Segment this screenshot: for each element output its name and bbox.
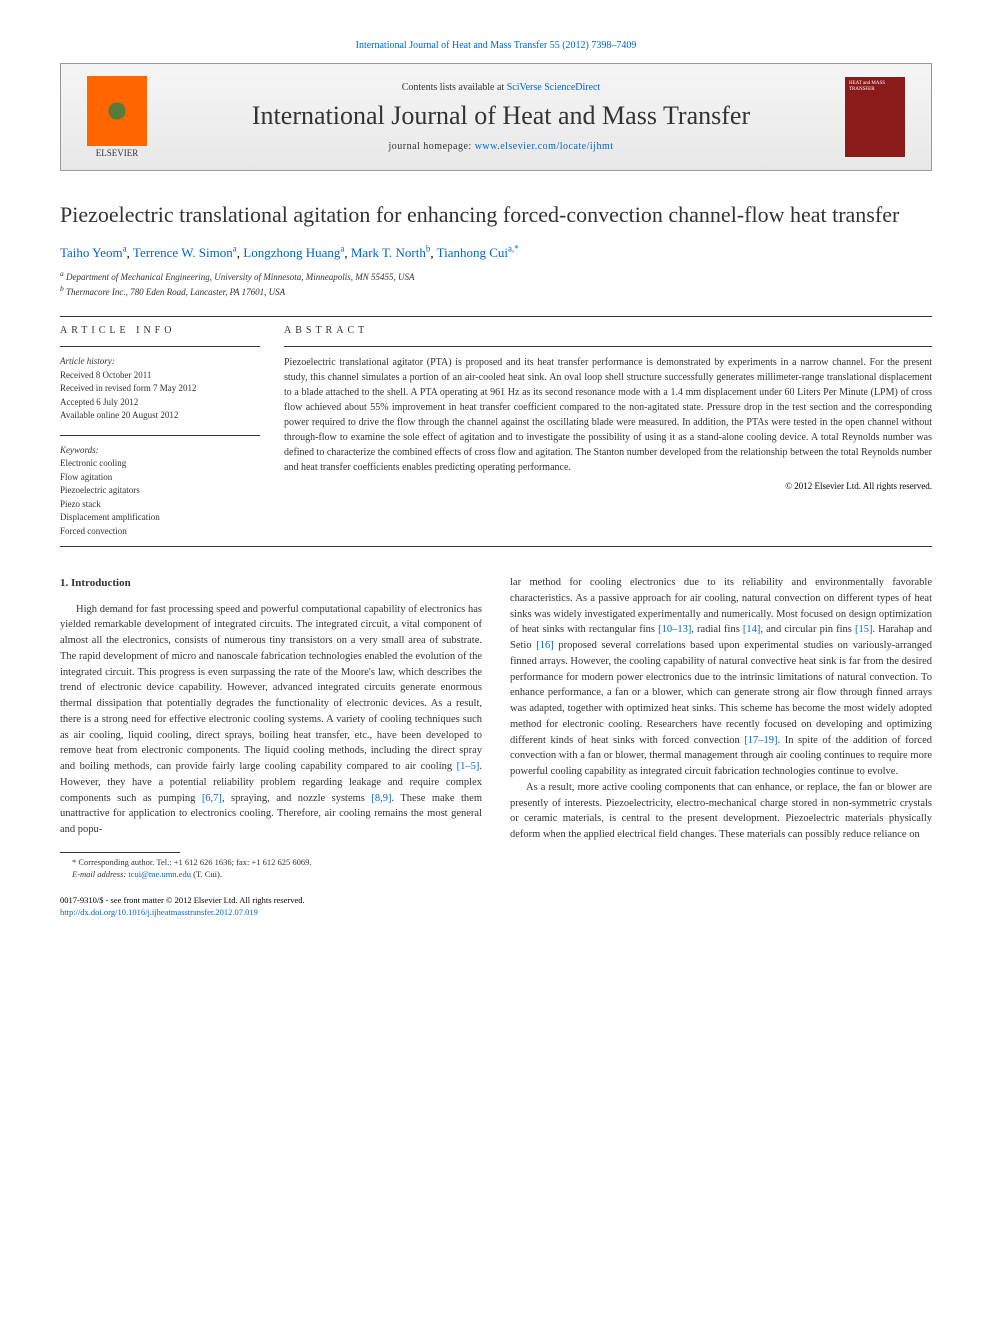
article-title: Piezoelectric translational agitation fo… bbox=[60, 201, 932, 230]
divider-top bbox=[60, 316, 932, 317]
author-0: Taiho Yeoma bbox=[60, 245, 127, 260]
journal-banner: ELSEVIER Contents lists available at Sci… bbox=[60, 63, 932, 171]
corr-line: * Corresponding author. Tel.: +1 612 626… bbox=[60, 857, 482, 869]
intro-paragraph-2: As a result, more active cooling compone… bbox=[510, 780, 932, 843]
keyword-3: Piezo stack bbox=[60, 498, 260, 512]
history-2: Accepted 6 July 2012 bbox=[60, 396, 260, 410]
author-2-sup: a bbox=[340, 244, 344, 254]
footer: 0017-9310/$ - see front matter © 2012 El… bbox=[60, 895, 932, 919]
author-3: Mark T. Northb bbox=[351, 245, 430, 260]
homepage-link[interactable]: www.elsevier.com/locate/ijhmt bbox=[475, 141, 614, 152]
info-divider bbox=[60, 346, 260, 347]
article-info-column: ARTICLE INFO Article history: Received 8… bbox=[60, 325, 260, 538]
email-line: E-mail address: tcui@me.umn.edu (T. Cui)… bbox=[60, 869, 482, 881]
affiliation-a: a Department of Mechanical Engineering, … bbox=[60, 269, 932, 284]
keyword-4: Displacement amplification bbox=[60, 511, 260, 525]
column-right: lar method for cooling electronics due t… bbox=[510, 575, 932, 881]
homepage-prefix: journal homepage: bbox=[388, 141, 474, 152]
abstract-column: ABSTRACT Piezoelectric translational agi… bbox=[284, 325, 932, 538]
page-container: International Journal of Heat and Mass T… bbox=[0, 0, 992, 958]
keyword-0: Electronic cooling bbox=[60, 457, 260, 471]
publisher-name: ELSEVIER bbox=[96, 148, 139, 158]
history-1: Received in revised form 7 May 2012 bbox=[60, 382, 260, 396]
homepage-line: journal homepage: www.elsevier.com/locat… bbox=[157, 141, 845, 152]
corresponding-author-footnote: * Corresponding author. Tel.: +1 612 626… bbox=[60, 857, 482, 881]
banner-left: ELSEVIER bbox=[77, 76, 157, 158]
section-1-title: 1. Introduction bbox=[60, 575, 482, 592]
author-3-sup: b bbox=[426, 244, 431, 254]
article-info-header: ARTICLE INFO bbox=[60, 325, 260, 336]
info-abstract-row: ARTICLE INFO Article history: Received 8… bbox=[60, 325, 932, 538]
citation-link[interactable]: International Journal of Heat and Mass T… bbox=[356, 40, 637, 51]
author-0-link[interactable]: Taiho Yeom bbox=[60, 245, 123, 260]
banner-center: Contents lists available at SciVerse Sci… bbox=[157, 82, 845, 152]
divider-bottom bbox=[60, 546, 932, 547]
citation-header: International Journal of Heat and Mass T… bbox=[60, 40, 932, 51]
affiliations: a Department of Mechanical Engineering, … bbox=[60, 269, 932, 298]
ref-6-7[interactable]: [6,7] bbox=[202, 793, 222, 804]
body-columns: 1. Introduction High demand for fast pro… bbox=[60, 575, 932, 881]
author-4-link[interactable]: Tianhong Cui bbox=[437, 245, 508, 260]
footer-copyright: 0017-9310/$ - see front matter © 2012 El… bbox=[60, 895, 932, 907]
keywords-divider bbox=[60, 435, 260, 436]
ref-10-13[interactable]: [10–13] bbox=[658, 624, 691, 635]
keyword-2: Piezoelectric agitators bbox=[60, 484, 260, 498]
ref-16[interactable]: [16] bbox=[536, 640, 554, 651]
history-0: Received 8 October 2011 bbox=[60, 369, 260, 383]
sciencedirect-link[interactable]: SciVerse ScienceDirect bbox=[507, 82, 601, 93]
ref-1-5[interactable]: [1–5] bbox=[457, 761, 480, 772]
article-history-block: Article history: Received 8 October 2011… bbox=[60, 355, 260, 423]
author-3-link[interactable]: Mark T. North bbox=[351, 245, 426, 260]
abstract-header: ABSTRACT bbox=[284, 325, 932, 336]
ref-17-19[interactable]: [17–19] bbox=[744, 735, 777, 746]
contents-line: Contents lists available at SciVerse Sci… bbox=[157, 82, 845, 93]
author-1-link[interactable]: Terrence W. Simon bbox=[133, 245, 233, 260]
footnote-separator bbox=[60, 852, 180, 853]
history-3: Available online 20 August 2012 bbox=[60, 409, 260, 423]
author-2-link[interactable]: Longzhong Huang bbox=[243, 245, 340, 260]
author-1: Terrence W. Simona bbox=[133, 245, 237, 260]
cover-text: HEAT and MASS TRANSFER bbox=[849, 81, 901, 93]
author-0-sup: a bbox=[123, 244, 127, 254]
affiliation-b: b Thermacore Inc., 780 Eden Road, Lancas… bbox=[60, 284, 932, 299]
history-label: Article history: bbox=[60, 355, 260, 369]
author-1-sup: a bbox=[233, 244, 237, 254]
authors-line: Taiho Yeoma, Terrence W. Simona, Longzho… bbox=[60, 244, 932, 261]
column-left: 1. Introduction High demand for fast pro… bbox=[60, 575, 482, 881]
keywords-block: Keywords: Electronic cooling Flow agitat… bbox=[60, 444, 260, 539]
contents-prefix: Contents lists available at bbox=[402, 82, 507, 93]
ref-15[interactable]: [15] bbox=[855, 624, 873, 635]
ref-8-9[interactable]: [8,9] bbox=[371, 793, 391, 804]
elsevier-tree-icon bbox=[97, 91, 137, 131]
keyword-1: Flow agitation bbox=[60, 471, 260, 485]
author-4-sup: a,* bbox=[508, 244, 519, 254]
banner-right: HEAT and MASS TRANSFER bbox=[845, 77, 915, 157]
abstract-copyright: © 2012 Elsevier Ltd. All rights reserved… bbox=[284, 481, 932, 491]
journal-cover-thumbnail: HEAT and MASS TRANSFER bbox=[845, 77, 905, 157]
abstract-divider bbox=[284, 346, 932, 347]
keyword-5: Forced convection bbox=[60, 525, 260, 539]
abstract-text: Piezoelectric translational agitator (PT… bbox=[284, 355, 932, 475]
author-4: Tianhong Cuia,* bbox=[437, 245, 519, 260]
ref-14[interactable]: [14] bbox=[743, 624, 761, 635]
intro-paragraph-1: High demand for fast processing speed an… bbox=[60, 602, 482, 838]
journal-title: International Journal of Heat and Mass T… bbox=[157, 101, 845, 131]
corr-email-link[interactable]: tcui@me.umn.edu bbox=[128, 869, 191, 879]
author-2: Longzhong Huanga bbox=[243, 245, 344, 260]
keywords-label: Keywords: bbox=[60, 444, 260, 458]
doi-link[interactable]: http://dx.doi.org/10.1016/j.ijheatmasstr… bbox=[60, 907, 258, 917]
intro-paragraph-1-cont: lar method for cooling electronics due t… bbox=[510, 575, 932, 780]
elsevier-logo bbox=[87, 76, 147, 146]
